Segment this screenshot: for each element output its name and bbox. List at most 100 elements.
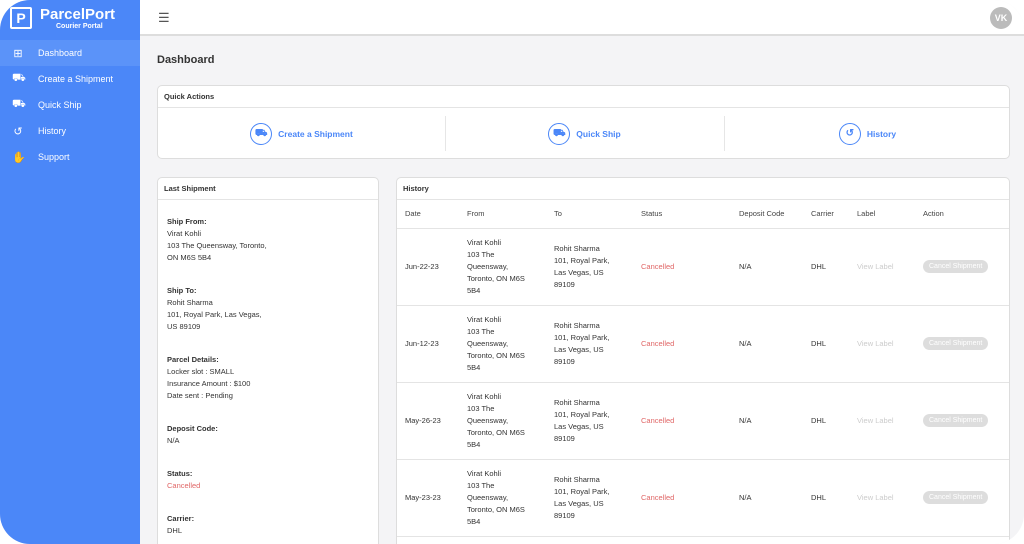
- sidebar-item-dashboard[interactable]: ⊞ Dashboard: [0, 40, 140, 66]
- quick-action-quick-ship[interactable]: ⛟ Quick Ship: [445, 109, 724, 158]
- cancel-shipment-button[interactable]: Cancel Shipment: [923, 337, 989, 350]
- to-line: 89109: [554, 279, 575, 289]
- nav-label: Create a Shipment: [38, 74, 114, 84]
- to-line: Rohit Sharma: [554, 320, 600, 330]
- cancel-shipment-button[interactable]: Cancel Shipment: [923, 414, 989, 427]
- action-cell: Cancel Shipment: [915, 459, 1009, 537]
- sidebar-item-create-shipment[interactable]: ⛟ Create a Shipment: [0, 66, 140, 92]
- quick-action-label: History: [866, 128, 897, 139]
- quick-action-history[interactable]: ↺ History: [724, 109, 1011, 158]
- user-avatar[interactable]: VK: [990, 7, 1012, 29]
- from-line: 103 The: [467, 480, 495, 490]
- nav-label: Dashboard: [38, 48, 83, 58]
- ship-from-line: 103 The Queensway, Toronto,: [167, 241, 267, 250]
- sidebar-item-support[interactable]: ✋ Support: [0, 144, 140, 170]
- quick-action-create-shipment[interactable]: ⛟ Create a Shipment: [158, 109, 445, 158]
- from-line: Queensway,: [467, 261, 509, 271]
- from-line: 103 The: [467, 249, 495, 259]
- view-label-link[interactable]: View Label: [849, 459, 915, 537]
- card-title: Last Shipment: [158, 178, 378, 200]
- ship-to-line: 101, Royal Park, Las Vegas,: [167, 310, 262, 319]
- to-line: 101, Royal Park,: [554, 409, 610, 419]
- nav-label: Support: [38, 152, 70, 162]
- parcel-details-label: Parcel Details:: [167, 355, 219, 364]
- brand-logo: P ParcelPort Courier Portal: [0, 0, 140, 36]
- parcel-line: Locker slot : SMALL: [167, 367, 235, 376]
- table-row: May-26-23 Virat Kohli 103 The Queensway, To…: [397, 382, 1009, 460]
- to-cell: Rohit Sharma 101, Royal Park, Las Vegas, U…: [546, 228, 633, 306]
- truck-icon: ⛟: [12, 72, 26, 84]
- sidebar-item-history[interactable]: ↺ History: [0, 118, 140, 144]
- hamburger-menu-icon[interactable]: ☰: [158, 10, 170, 25]
- from-line: Toronto, ON M6S: [467, 504, 525, 514]
- to-line: 101, Royal Park,: [554, 332, 610, 342]
- from-line: Virat Kohli: [467, 314, 502, 324]
- to-line: Las Vegas, US: [554, 421, 604, 431]
- from-cell: Virat Kohli 103 The Queensway, Toronto, ON …: [459, 228, 546, 306]
- from-line: 5B4: [467, 516, 481, 526]
- view-label-link[interactable]: View Label: [849, 305, 915, 383]
- status-cell: Cancelled: [633, 382, 731, 460]
- column-header: From: [459, 200, 546, 229]
- from-cell: Virat Kohli 103 The Queensway, Toronto, ON …: [459, 459, 546, 537]
- page-title: Dashboard: [157, 54, 215, 66]
- date-cell: Jun-12-23: [397, 305, 459, 383]
- status-value: Cancelled: [167, 481, 201, 490]
- view-label-link[interactable]: View Label: [849, 382, 915, 460]
- parcel-line: Insurance Amount : $100: [167, 379, 251, 388]
- table-row: May-23-23 Virat Kohli 103 The Queensway, To…: [397, 459, 1009, 537]
- status-cell: Cancelled: [633, 305, 731, 383]
- from-cell: Virat Kohli 103 The Queensway, Toronto, ON …: [459, 305, 546, 383]
- from-line: Virat Kohli: [467, 237, 502, 247]
- brand-subtitle: Courier Portal: [56, 23, 103, 30]
- parcelport-logo-icon: P: [10, 7, 32, 29]
- to-line: Las Vegas, US: [554, 344, 604, 354]
- carrier-cell: DHL: [803, 228, 849, 306]
- deposit-code-cell: N/A: [731, 305, 803, 383]
- from-line: Queensway,: [467, 492, 509, 502]
- history-icon: ↺: [838, 122, 861, 145]
- deposit-code-cell: N/A: [731, 228, 803, 306]
- divider: [445, 116, 446, 151]
- status-label: Status:: [167, 469, 193, 478]
- to-line: 101, Royal Park,: [554, 486, 610, 496]
- carrier-cell: DHL: [803, 459, 849, 537]
- deposit-code-value: N/A: [167, 436, 180, 445]
- sidebar-item-quick-ship[interactable]: ⛟ Quick Ship: [0, 92, 140, 118]
- ship-to-line: US 89109: [167, 322, 201, 331]
- ship-from-line: Virat Kohli: [167, 229, 202, 238]
- windows-icon: ⊞: [13, 47, 23, 60]
- view-label-link[interactable]: View Label: [849, 228, 915, 306]
- cancel-shipment-button[interactable]: Cancel Shipment: [923, 491, 989, 504]
- carrier-cell: DHL: [803, 305, 849, 383]
- to-line: Las Vegas, US: [554, 267, 604, 277]
- to-line: 89109: [554, 510, 575, 520]
- date-cell: Jun-22-23: [397, 228, 459, 306]
- ship-to-line: Rohit Sharma: [167, 298, 213, 307]
- action-cell: Cancel Shipment: [915, 228, 1009, 306]
- column-header: Date: [397, 200, 459, 229]
- status-cell: Cancelled: [633, 459, 731, 537]
- quick-action-label: Create a Shipment: [278, 128, 353, 139]
- ship-from-line: ON M6S 5B4: [167, 253, 212, 262]
- fast-truck-icon: ⛟: [12, 98, 26, 110]
- fast-truck-icon: ⛟: [548, 122, 571, 145]
- date-cell: May-26-23: [397, 382, 459, 460]
- to-line: Las Vegas, US: [554, 498, 604, 508]
- history-card: History Date From To Status Deposit Code Carr…: [396, 177, 1010, 544]
- cancel-shipment-button[interactable]: Cancel Shipment: [923, 260, 989, 273]
- status-cell: Cancelled: [633, 228, 731, 306]
- column-header: Label: [849, 200, 915, 229]
- from-line: 103 The: [467, 326, 495, 336]
- from-cell: Virat Kohli 103 The Queensway, Toronto, ON …: [459, 382, 546, 460]
- carrier-value: DHL: [167, 526, 183, 535]
- from-line: Toronto, ON M6S: [467, 350, 525, 360]
- to-cell: Rohit Sharma 101, Royal Park, Las Vegas, U…: [546, 305, 633, 383]
- deposit-code-cell: N/A: [731, 382, 803, 460]
- from-line: Toronto, ON M6S: [467, 427, 525, 437]
- from-line: 5B4: [467, 362, 481, 372]
- nav-label: Quick Ship: [38, 100, 82, 110]
- action-cell: Cancel Shipment: [915, 305, 1009, 383]
- date-cell: May-23-23: [397, 459, 459, 537]
- quick-actions-card: Quick Actions ⛟ Create a Shipment ⛟ Quick …: [157, 85, 1010, 159]
